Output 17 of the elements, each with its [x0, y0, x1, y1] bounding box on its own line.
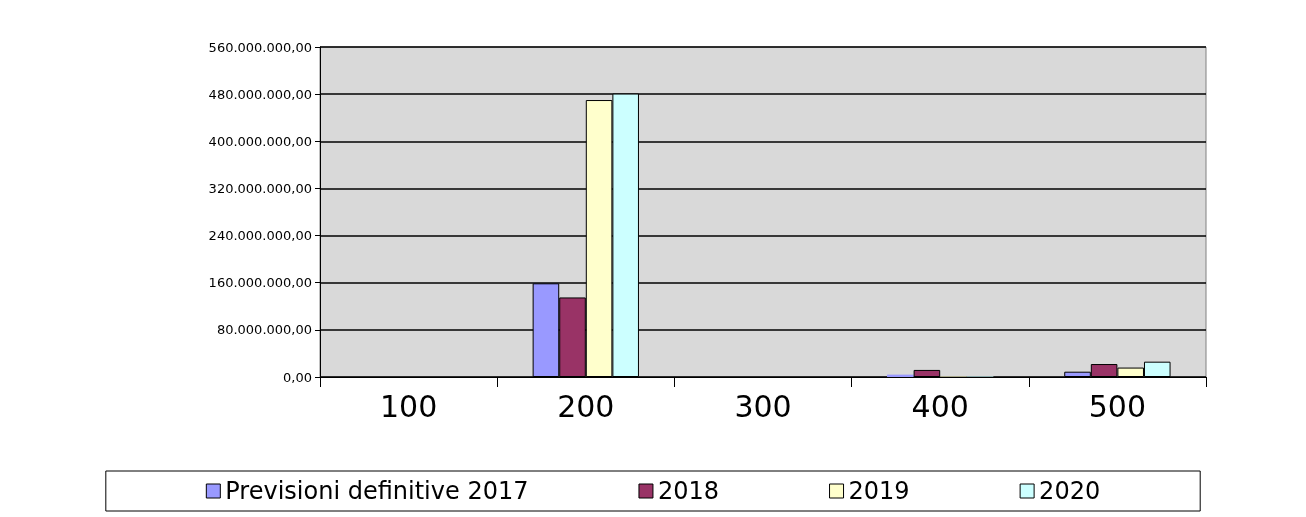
- x-tick-label: 400: [911, 388, 969, 424]
- legend-label: 2018: [657, 477, 720, 505]
- y-tick-label: 160.000.000,00: [208, 275, 312, 291]
- x-tick-label: 300: [734, 388, 792, 424]
- y-tick-label: 320.000.000,00: [208, 180, 312, 196]
- x-tick-label: 100: [379, 388, 438, 424]
- y-tick-label: 480.000.000,00: [208, 86, 312, 102]
- y-tick-label: 560.000.000,00: [208, 39, 312, 55]
- y-tick-label: 0,00: [283, 369, 312, 385]
- y-tick-label: 80.000.000,00: [216, 322, 312, 338]
- y-tick-label: 400.000.000,00: [208, 133, 312, 149]
- legend-label: 2019: [848, 477, 910, 505]
- x-tick-label: 500: [1088, 388, 1147, 424]
- legend-label: 2020: [1039, 477, 1101, 505]
- y-tick-label: 240.000.000,00: [208, 228, 312, 244]
- legend-label: Previsioni definitive 2017: [225, 477, 529, 505]
- x-tick-label: 200: [557, 388, 615, 424]
